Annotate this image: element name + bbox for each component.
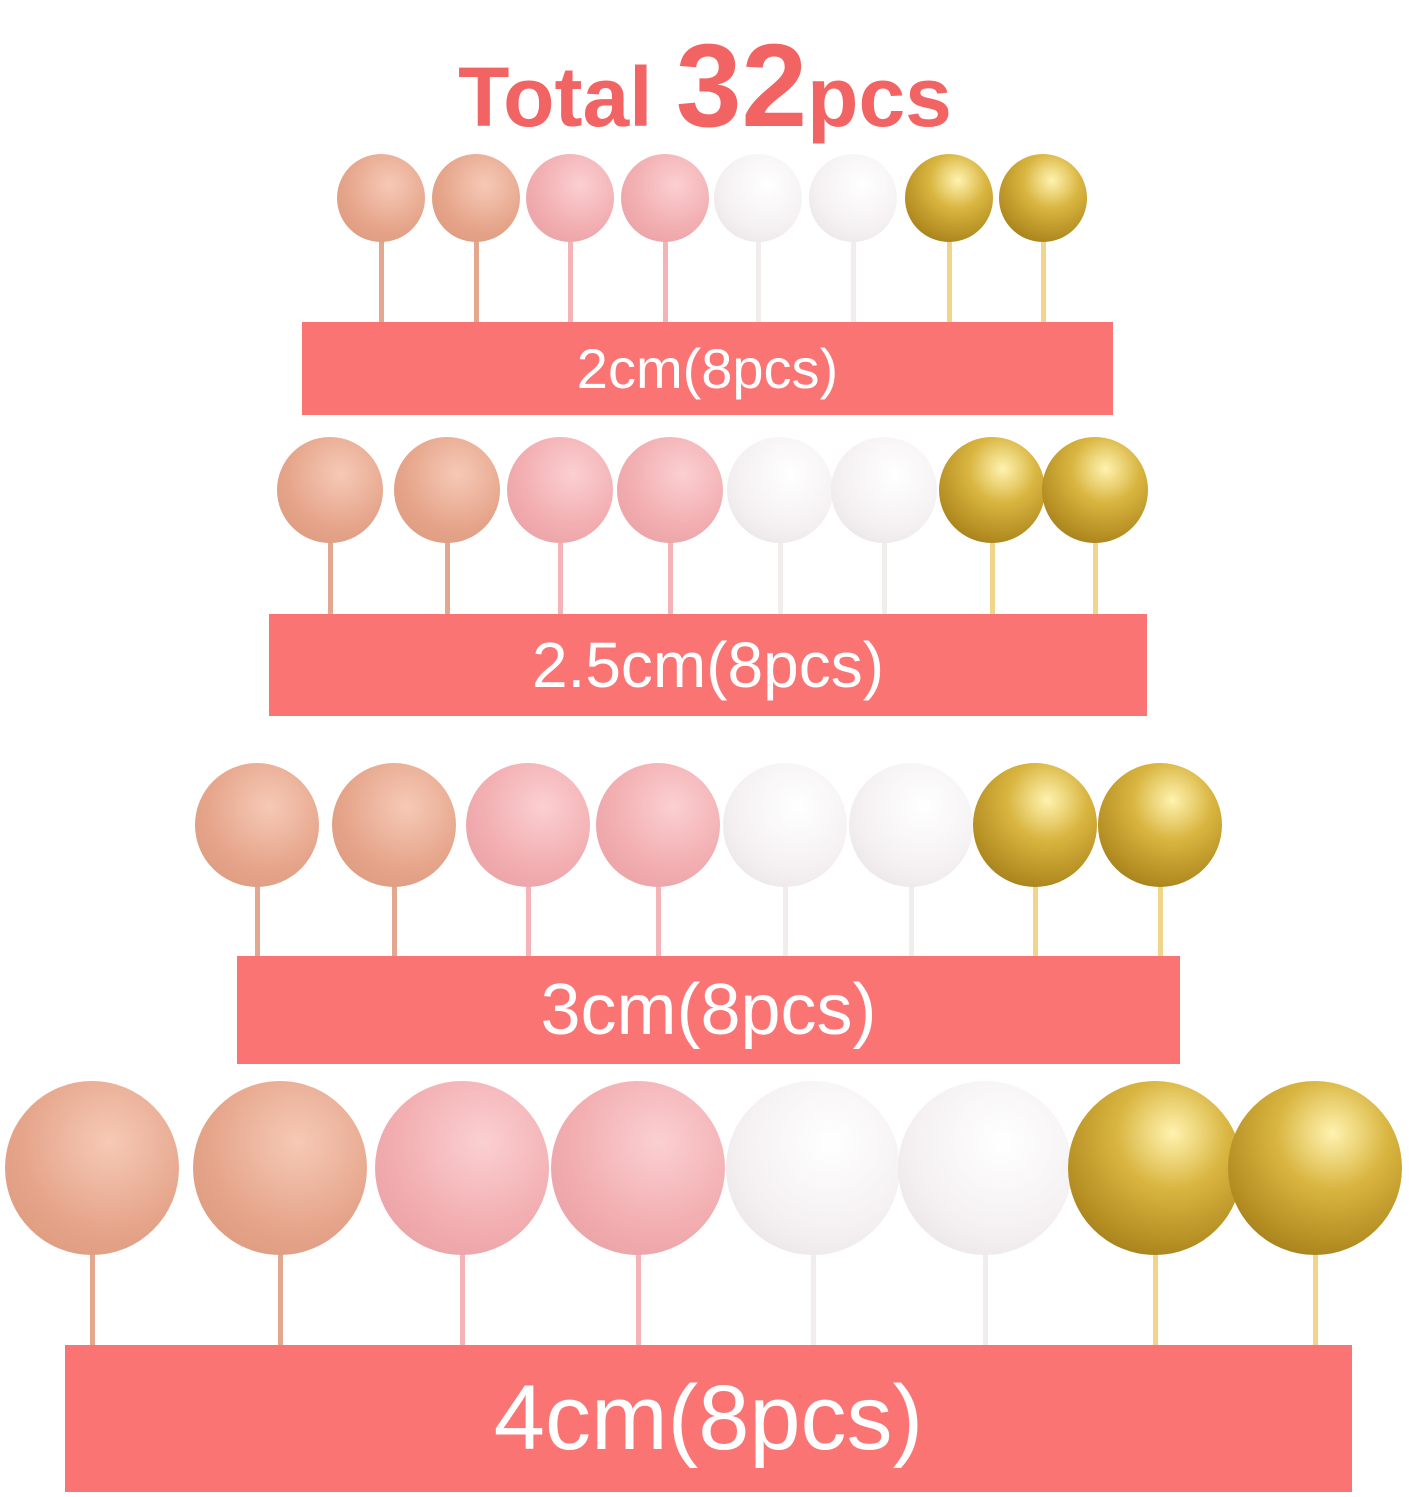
stick-white [811, 1168, 816, 1345]
stick-gold [1153, 1168, 1158, 1345]
ball-rose-gold [5, 1081, 179, 1255]
ball-white [727, 437, 833, 543]
ball-gold [1042, 437, 1148, 543]
stick-gold [1041, 198, 1046, 322]
stick-rose-gold [474, 198, 479, 322]
size-banner-2cm: 2cm(8pcs) [302, 322, 1113, 415]
stick-gold [1033, 825, 1038, 956]
ball-gold [905, 154, 993, 242]
stick-pink [636, 1168, 641, 1345]
stick-rose-gold [445, 490, 450, 614]
ball-rose-gold [193, 1081, 367, 1255]
ball-pink [621, 154, 709, 242]
title-suffix: pcs [807, 50, 952, 144]
ball-white [726, 1081, 900, 1255]
stick-pink [668, 490, 673, 614]
ball-white [809, 154, 897, 242]
stick-white [783, 825, 788, 956]
stick-gold [1093, 490, 1098, 614]
ball-gold [999, 154, 1087, 242]
stick-rose-gold [278, 1168, 283, 1345]
stick-gold [947, 198, 952, 322]
size-banner-2-5cm: 2.5cm(8pcs) [269, 614, 1147, 716]
ball-gold [1068, 1081, 1242, 1255]
size-banner-3cm: 3cm(8pcs) [237, 956, 1180, 1064]
stick-white [778, 490, 783, 614]
ball-pink [596, 763, 720, 887]
stick-rose-gold [328, 490, 333, 614]
ball-gold [1098, 763, 1222, 887]
total-title: Total 32pcs [0, 18, 1410, 154]
stick-pink [656, 825, 661, 956]
title-number: 32 [675, 20, 808, 152]
stick-pink [568, 198, 573, 322]
ball-rose-gold [394, 437, 500, 543]
stick-pink [460, 1168, 465, 1345]
title-prefix: Total [458, 50, 676, 144]
ball-pink [466, 763, 590, 887]
ball-rose-gold [432, 154, 520, 242]
stick-pink [526, 825, 531, 956]
size-label: 2.5cm(8pcs) [531, 629, 885, 701]
ball-pink [617, 437, 723, 543]
size-banner-4cm: 4cm(8pcs) [65, 1345, 1352, 1492]
ball-rose-gold [337, 154, 425, 242]
ball-white [723, 763, 847, 887]
ball-white [714, 154, 802, 242]
ball-rose-gold [332, 763, 456, 887]
size-label: 2cm(8pcs) [576, 337, 839, 400]
stick-white [983, 1168, 988, 1345]
stick-gold [1313, 1168, 1318, 1345]
stick-pink [663, 198, 668, 322]
stick-gold [990, 490, 995, 614]
ball-pink [375, 1081, 549, 1255]
ball-white [849, 763, 973, 887]
stick-white [756, 198, 761, 322]
ball-pink [507, 437, 613, 543]
size-label: 4cm(8pcs) [493, 1367, 924, 1469]
ball-pink [526, 154, 614, 242]
ball-gold [973, 763, 1097, 887]
stick-white [909, 825, 914, 956]
size-label: 3cm(8pcs) [540, 970, 877, 1050]
ball-gold [1228, 1081, 1402, 1255]
stick-rose-gold [90, 1168, 95, 1345]
stick-gold [1158, 825, 1163, 956]
ball-rose-gold [277, 437, 383, 543]
stick-rose-gold [379, 198, 384, 322]
ball-rose-gold [195, 763, 319, 887]
ball-pink [551, 1081, 725, 1255]
ball-gold [939, 437, 1045, 543]
stick-rose-gold [392, 825, 397, 956]
stick-rose-gold [255, 825, 260, 956]
stick-white [851, 198, 856, 322]
stick-white [882, 490, 887, 614]
ball-white [898, 1081, 1072, 1255]
ball-white [831, 437, 937, 543]
stick-pink [558, 490, 563, 614]
